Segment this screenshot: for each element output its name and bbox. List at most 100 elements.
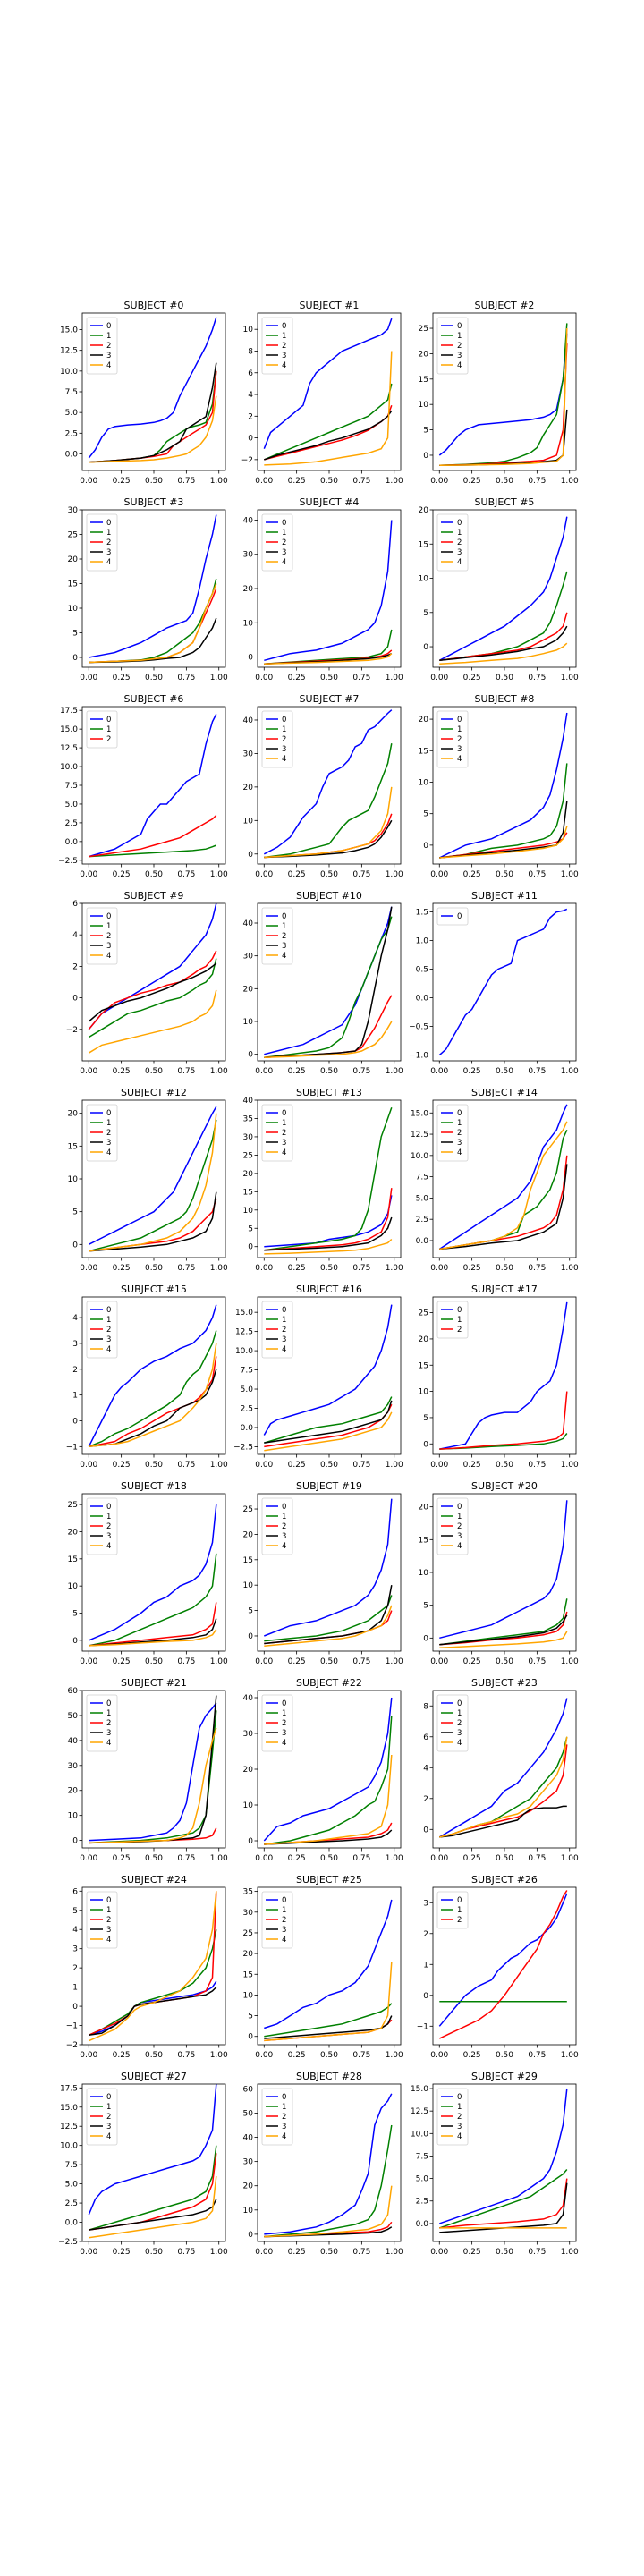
legend-label: 4: [457, 755, 462, 764]
legend-label: 3: [457, 1729, 462, 1738]
series-line-1: [89, 844, 217, 858]
subplot-17: SUBJECT #170.00 0.25 0.50 0.75 1.00051015202…: [419, 1284, 579, 1470]
y-tick-label: 0: [423, 643, 428, 652]
legend-label: 4: [282, 1542, 286, 1551]
y-tick-label: 5.0: [65, 409, 79, 418]
x-tick-label: 0.00: [255, 1067, 273, 1076]
series-line-4: [264, 351, 393, 466]
x-tick-label: 0.75: [177, 674, 195, 682]
y-tick-label: 15.0: [411, 2085, 428, 2094]
legend-label: 3: [282, 1729, 286, 1738]
legend-label: 4: [282, 1148, 286, 1157]
x-tick-label: 0.75: [352, 2248, 370, 2257]
legend-label: 0: [457, 912, 462, 921]
x-tick-label: 0.25: [288, 1461, 306, 1470]
legend-label: 2: [457, 1129, 462, 1138]
y-tick-label: 4: [248, 391, 253, 400]
series-line-3: [89, 617, 217, 664]
legend-label: 3: [457, 1139, 462, 1148]
x-tick-label: 0.50: [145, 1067, 163, 1076]
y-tick-label: 0.0: [65, 2219, 79, 2228]
series-line-1: [264, 1595, 393, 1642]
series-line-2: [88, 950, 217, 1030]
legend-label: 1: [106, 1906, 111, 1915]
subplot-12: SUBJECT #12 0.00 0.25 0.50 0.75 1.00 0 5 10 15 20 0…: [68, 1087, 228, 1273]
y-tick-label: 1: [72, 1392, 78, 1401]
y-tick-label: 8: [423, 1702, 428, 1711]
x-tick-label: 0.25: [288, 870, 306, 879]
x-tick-label: 0.00: [255, 1461, 273, 1470]
y-tick-label: 0.0: [416, 995, 429, 1004]
y-tick-label: 0.0: [65, 838, 79, 847]
series-line-4: [264, 2185, 393, 2238]
legend-label: 0: [282, 1503, 286, 1512]
series-line-0: [89, 714, 217, 858]
subplot-title: SUBJECT #27: [121, 2071, 187, 2082]
series-line-4: [89, 1343, 217, 1448]
y-tick-label: 12.5: [60, 744, 78, 753]
y-tick-label: −1.0: [409, 1052, 428, 1061]
series-line-1: [439, 1433, 568, 1450]
subplot-title: SUBJECT #19: [296, 1480, 362, 1492]
series-line-4: [89, 2175, 217, 2239]
y-tick-label: 4: [72, 931, 78, 940]
x-tick-label: 1.00: [561, 1657, 579, 1666]
y-tick-label: 20: [68, 1110, 79, 1119]
subplot-title: SUBJECT #11: [471, 890, 538, 902]
legend-label: 0: [282, 1896, 286, 1905]
legend-label: 2: [106, 1916, 111, 1925]
legend-label: 4: [457, 2132, 462, 2141]
series-line-4: [88, 989, 217, 1054]
y-tick-label: 10.0: [60, 763, 78, 772]
x-tick-label: 0.25: [288, 1264, 306, 1273]
subplot-20: SUBJECT #20 0.00 0.25 0.50 0.75 1.00 0 5 10 15 20 0…: [419, 1480, 579, 1666]
subplot-title: SUBJECT #12: [121, 1087, 187, 1098]
y-tick-label: 15: [419, 747, 428, 756]
x-tick-label: 0.75: [177, 1657, 195, 1666]
subplot-29: SUBJECT #29 0.00 0.25 0.50 0.75 1.00 0.0 2.5 5.0…: [411, 2071, 579, 2257]
subplot-title: SUBJECT #14: [471, 1087, 538, 1098]
x-tick-label: 1.00: [210, 1461, 228, 1470]
legend-label: 0: [457, 322, 462, 331]
legend-label: 4: [282, 1739, 286, 1748]
y-tick-label: 25: [68, 1501, 78, 1510]
legend-label: 0: [457, 2093, 462, 2102]
y-tick-label: 7.5: [241, 1367, 253, 1376]
x-tick-label: 1.00: [561, 870, 579, 879]
y-tick-label: 0: [248, 654, 253, 663]
y-tick-label: 2: [248, 412, 253, 421]
y-tick-label: 0: [423, 842, 428, 851]
y-tick-label: 20: [243, 2182, 254, 2191]
series-line-1: [89, 1553, 217, 1647]
y-tick-label: 10.0: [411, 2130, 428, 2139]
y-tick-label: 10: [243, 326, 254, 335]
y-tick-label: 0: [423, 1992, 428, 2001]
x-tick-label: 0.50: [320, 2248, 338, 2257]
y-tick-label: 20: [243, 1766, 254, 1775]
series-line-3: [439, 801, 568, 859]
y-tick-label: 5.0: [65, 2181, 79, 2190]
subplot-15: SUBJECT #150.00 0.25 0.50 0.75 1.00−10123401…: [66, 1284, 228, 1470]
legend-label: 4: [106, 2132, 111, 2141]
legend-label: 1: [106, 1119, 111, 1128]
series-line-1: [264, 743, 393, 859]
y-tick-label: 35: [243, 1114, 253, 1123]
legend-label: 4: [106, 1345, 111, 1354]
legend-label: 2: [106, 735, 111, 744]
series-line-3: [264, 410, 393, 461]
y-tick-label: 2.5: [241, 1404, 253, 1413]
x-tick-label: 0.00: [80, 1461, 97, 1470]
series-line-0: [264, 1899, 393, 2029]
legend-label: 1: [282, 529, 286, 538]
series-line-2: [439, 1391, 568, 1450]
legend-label: 1: [282, 725, 286, 734]
y-tick-label: −2: [242, 456, 253, 465]
x-tick-label: 0.75: [528, 477, 546, 486]
x-tick-label: 0.00: [430, 1264, 448, 1273]
x-tick-label: 0.00: [255, 674, 273, 682]
x-tick-label: 0.25: [288, 674, 306, 682]
subplot-title: SUBJECT #0: [124, 300, 184, 311]
legend-label: 0: [457, 1503, 462, 1512]
y-tick-label: 15: [243, 1188, 253, 1197]
